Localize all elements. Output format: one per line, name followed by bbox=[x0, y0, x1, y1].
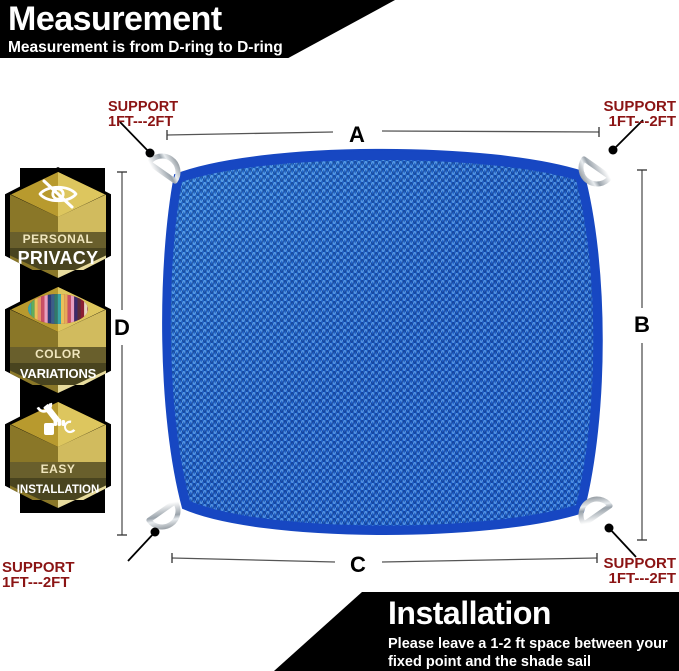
svg-text:1FT---2FT: 1FT---2FT bbox=[609, 570, 677, 587]
svg-text:1FT---2FT: 1FT---2FT bbox=[108, 114, 173, 130]
svg-text:B: B bbox=[634, 312, 650, 337]
svg-text:SUPPORT: SUPPORT bbox=[108, 99, 178, 115]
svg-text:1FT---2FT: 1FT---2FT bbox=[2, 574, 70, 591]
svg-text:D: D bbox=[114, 315, 130, 340]
svg-text:C: C bbox=[350, 552, 366, 577]
svg-text:1FT---2FT: 1FT---2FT bbox=[609, 113, 677, 130]
svg-text:A: A bbox=[349, 122, 365, 147]
